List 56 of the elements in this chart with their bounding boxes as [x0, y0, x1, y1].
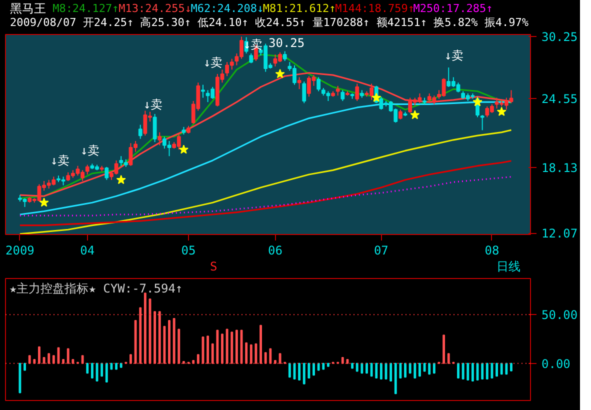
line-series [19, 176, 512, 216]
candlestick [355, 83, 360, 102]
annotation: ↓卖 [144, 98, 163, 112]
candlestick [340, 90, 345, 102]
annotation: ↓卖 [244, 38, 263, 52]
candlestick [152, 113, 157, 143]
y-tick-label: 24.55 [542, 92, 578, 106]
chart-subtitle: 2009/08/07 开24.25↑ 高25.30↑ 低24.10↑ 收24.55↑ 量170288↑ 额42151↑ 换5.82% 振4.97% [10, 16, 529, 29]
chart-title: 黑马王 [10, 2, 46, 16]
text: M62:24.208↓ [190, 2, 264, 15]
annotation: ↓卖 [204, 56, 223, 70]
text: M144:18.759↑ [335, 2, 415, 15]
annotation: ↓卖 [80, 144, 100, 158]
x-tick-label: 04 [80, 244, 95, 258]
candlestick [302, 81, 306, 104]
annotation: ↓卖 [50, 154, 70, 168]
annotation: 30.25 [268, 36, 305, 50]
candlestick [138, 124, 142, 140]
point [472, 97, 482, 106]
text: 日线 [496, 260, 521, 274]
x-tick-label: 2009 [6, 244, 34, 258]
candlestick [480, 114, 484, 131]
x-tick-label: 06 [268, 244, 282, 258]
point [275, 68, 285, 78]
candlestick [201, 84, 205, 98]
point [116, 174, 126, 184]
candlestick [398, 109, 402, 120]
text: M13:24.255↓ [118, 2, 192, 15]
candlestick [104, 166, 109, 180]
point [39, 198, 49, 207]
line-series [19, 129, 512, 234]
candlestick [158, 132, 162, 146]
x-tick-label: 05 [181, 244, 196, 258]
x-tick-label: 07 [374, 244, 388, 258]
text: S [210, 260, 218, 274]
y-tick-label: 12.07 [542, 226, 578, 241]
chart-title: ★主力控盘指标★ CYW:-7.594↑ [10, 282, 183, 296]
annotation: ↓卖 [444, 48, 464, 62]
y-tick-label: 50.00 [542, 308, 578, 322]
y-tick-label: 30.25 [542, 30, 578, 44]
x-tick-label: 08 [484, 244, 500, 258]
candlestick [336, 85, 340, 96]
point [178, 144, 188, 154]
text: M250:17.285↑ [413, 2, 493, 15]
candlestick [85, 164, 90, 175]
point [496, 106, 506, 116]
point [410, 110, 420, 120]
point [372, 92, 382, 102]
y-tick-label: 0.00 [542, 356, 570, 371]
text: M8:24.127↑ [52, 2, 119, 15]
candlestick [249, 52, 254, 64]
candlestick [297, 76, 302, 90]
text: M81:21.612↑ [262, 2, 336, 15]
candlestick [316, 76, 321, 92]
y-tick-label: 18.13 [542, 161, 578, 176]
candlestick [282, 50, 287, 62]
